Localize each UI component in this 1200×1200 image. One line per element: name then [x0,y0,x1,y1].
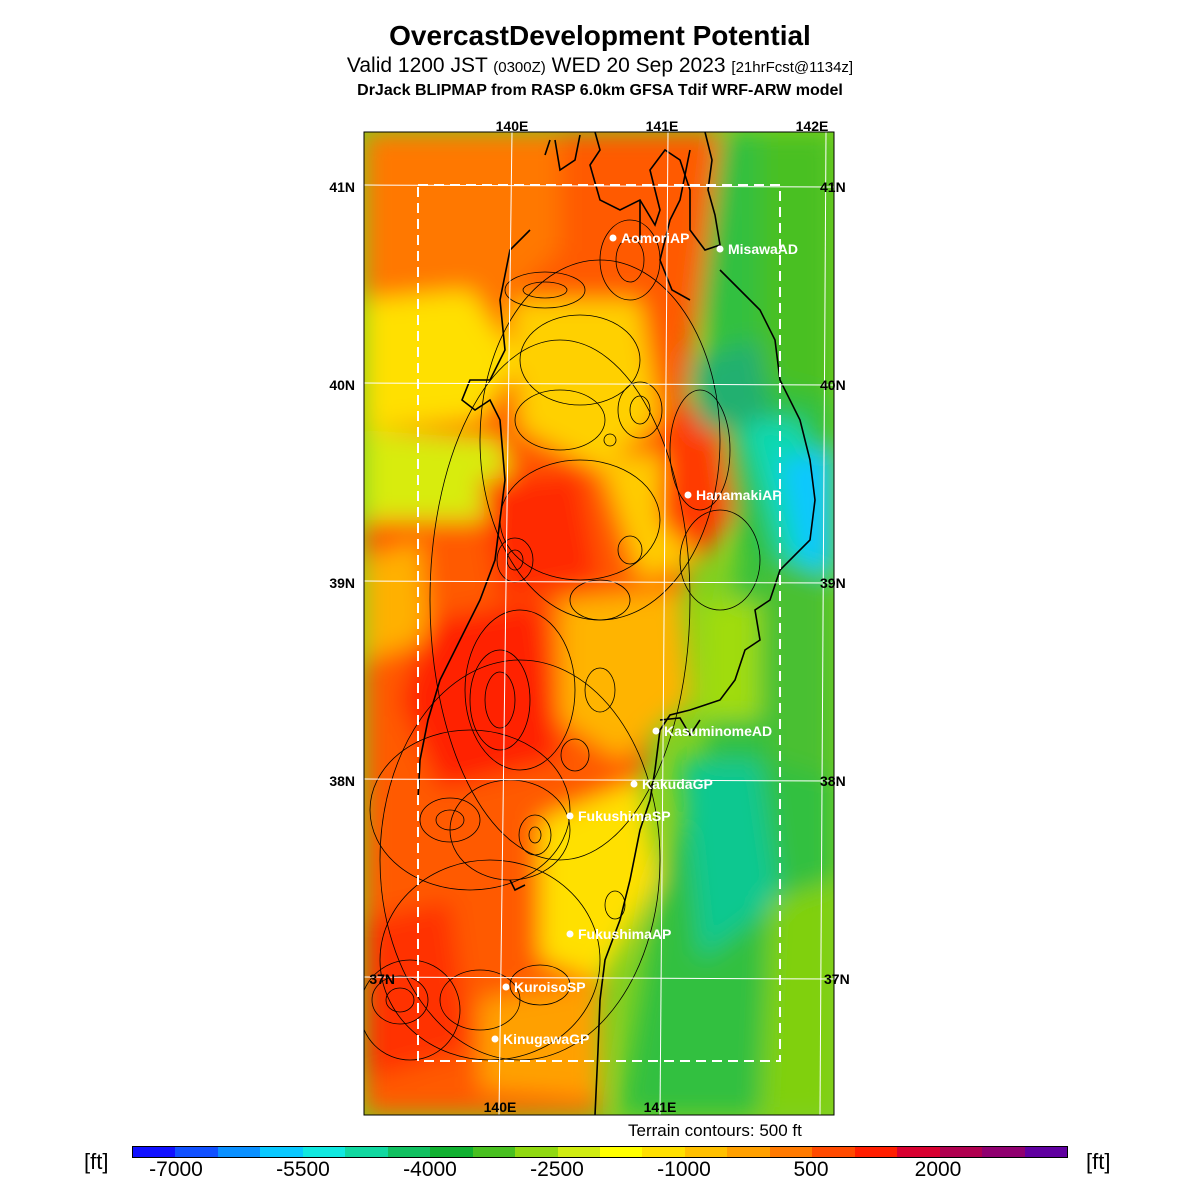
lat-label: 39N [329,575,355,591]
legend-swatch [303,1147,345,1157]
legend-swatch [388,1147,430,1157]
legend-swatch [260,1147,302,1157]
legend-swatch [855,1147,897,1157]
legend-swatch [558,1147,600,1157]
legend-swatch [982,1147,1024,1157]
legend-swatch [515,1147,557,1157]
lon-label: 140E [484,1099,517,1115]
legend-unit-left: [ft] [84,1149,108,1175]
legend-swatch [1025,1147,1067,1157]
station-label: KinugawaGP [503,1031,589,1047]
station-marker[interactable]: MisawaAD [717,241,799,257]
legend-swatch [642,1147,684,1157]
lat-label: 40N [820,377,846,393]
lat-label: 37N [369,971,395,987]
legend-tick: -5500 [276,1158,330,1182]
lat-label: 40N [329,377,355,393]
legend-tick: 2000 [915,1158,962,1182]
legend-tick: -2500 [530,1158,584,1182]
legend-swatch [175,1147,217,1157]
color-legend [132,1146,1068,1158]
station-marker[interactable]: AomoriAP [610,230,690,246]
station-label: MisawaAD [728,241,798,257]
legend-swatch [600,1147,642,1157]
station-label: KasuminomeAD [664,723,772,739]
station-label: KakudaGP [642,776,713,792]
station-marker[interactable]: KasuminomeAD [653,723,773,739]
lat-label: 38N [329,773,355,789]
station-marker[interactable]: FukushimaAP [567,926,672,942]
legend-swatch [345,1147,387,1157]
station-label: FukushimaSP [578,808,671,824]
station-marker[interactable]: KinugawaGP [492,1031,590,1047]
lat-label: 39N [820,575,846,591]
lon-label: 141E [644,1099,677,1115]
legend-swatch [940,1147,982,1157]
legend-swatch [133,1147,175,1157]
legend-swatch [218,1147,260,1157]
station-label: KuroisoSP [514,979,586,995]
lat-label: 41N [329,179,355,195]
legend-tick: -4000 [403,1158,457,1182]
lat-label: 37N [824,971,850,987]
legend-swatch [685,1147,727,1157]
station-label: AomoriAP [621,230,689,246]
terrain-note: Terrain contours: 500 ft [628,1121,802,1141]
lat-label: 41N [820,179,846,195]
legend-unit-right: [ft] [1086,1149,1110,1175]
overcast-field [360,132,834,1115]
legend-swatch [430,1147,472,1157]
lon-label: 142E [796,118,829,134]
station-marker[interactable]: FukushimaSP [567,808,671,824]
station-label: HanamakiAP [696,487,782,503]
station-marker[interactable]: KakudaGP [631,776,713,792]
lon-label: 140E [496,118,529,134]
legend-swatch [473,1147,515,1157]
station-label: FukushimaAP [578,926,671,942]
station-marker[interactable]: KuroisoSP [503,979,586,995]
legend-swatch [770,1147,812,1157]
lat-label: 38N [820,773,846,789]
legend-tick: -1000 [657,1158,711,1182]
legend-tick: 500 [793,1158,828,1182]
legend-swatch [812,1147,854,1157]
legend-swatch [727,1147,769,1157]
station-marker[interactable]: HanamakiAP [685,487,782,503]
legend-swatch [897,1147,939,1157]
legend-tick: -7000 [149,1158,203,1182]
lon-label: 141E [646,118,679,134]
